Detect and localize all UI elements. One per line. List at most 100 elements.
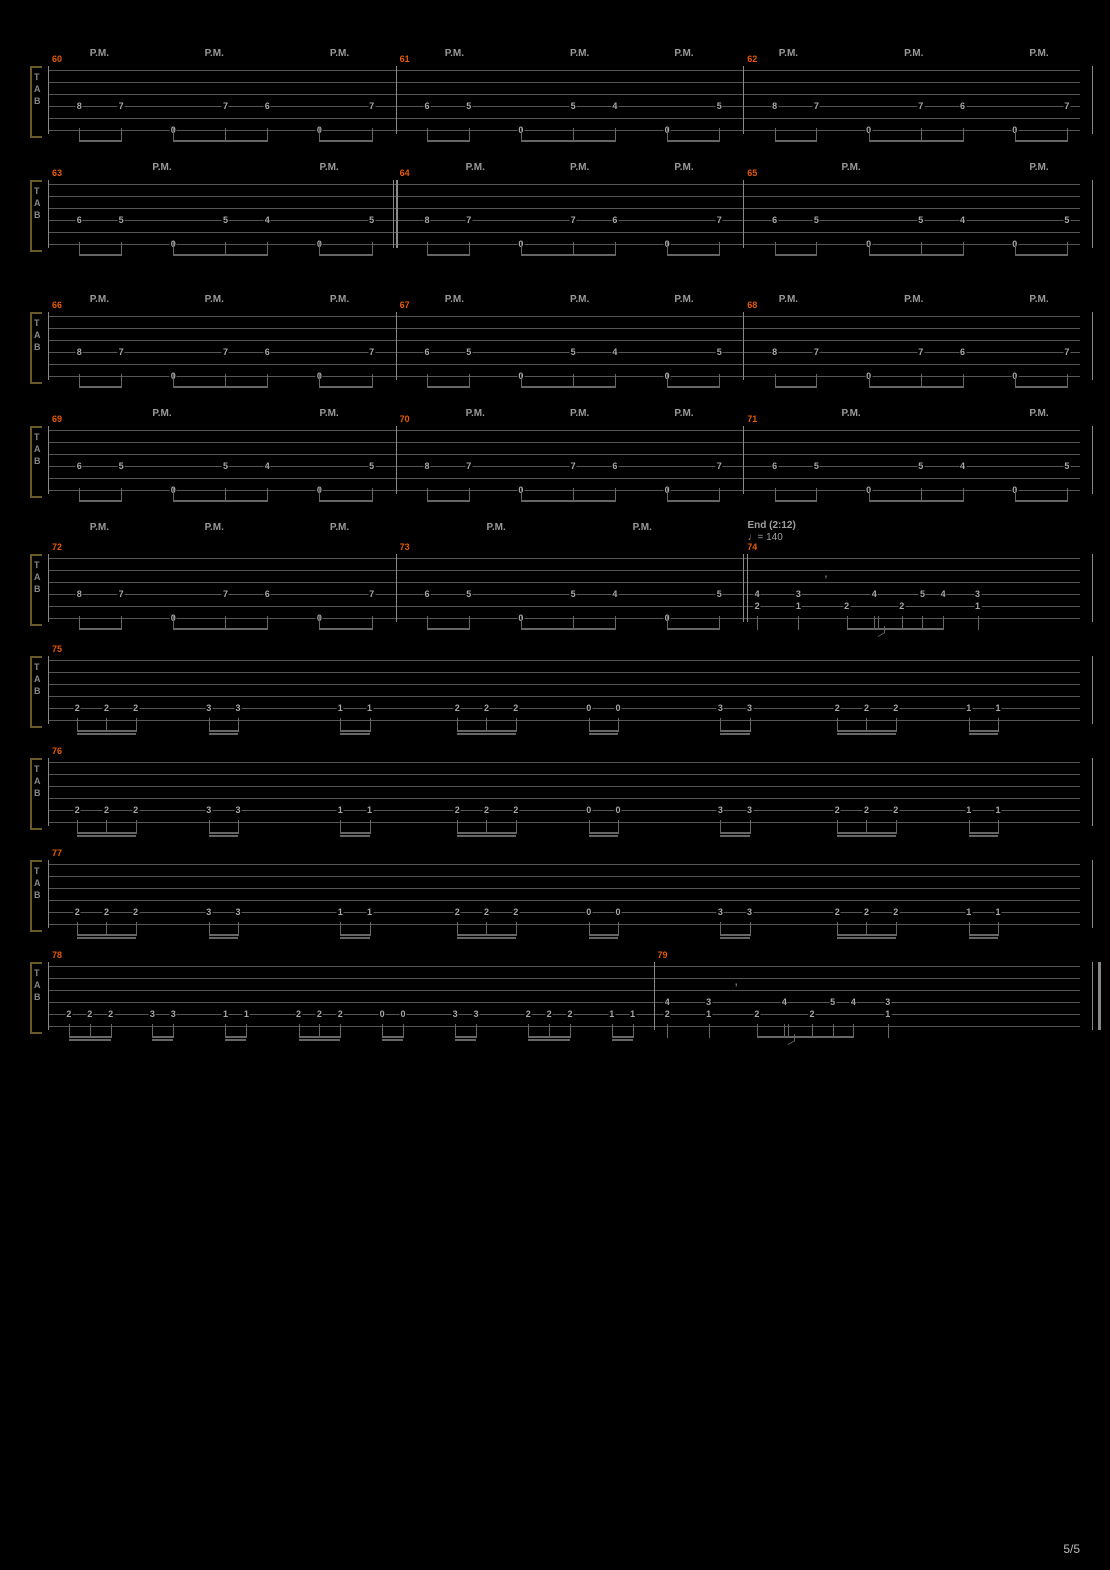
tab-fret: 1 [337,703,344,713]
note-stem [372,488,373,502]
beam [969,937,998,939]
tab-fret: 5 [368,461,375,471]
barline [48,860,49,928]
tab-fret: 7 [1063,347,1070,357]
tab-fret: 8 [771,347,778,357]
beam [209,934,238,936]
tab-fret: 7 [1063,101,1070,111]
note-stem [963,488,964,502]
note-stem [469,242,470,256]
tab-fret: 2 [132,703,139,713]
beam [79,140,121,142]
tab-fret: 1 [884,1009,891,1019]
string-line [48,570,1080,571]
beam [77,730,135,732]
tab-system: P.M.P.M.P.M.P.M.P.M.P.M.P.M.P.M.P.M.TAB6… [30,276,1080,380]
note-stem [570,1024,571,1038]
tab-clef-letter: B [34,992,41,1002]
beam [612,1039,633,1041]
staff: TAB7273748707607650540542312425431’ [30,554,1080,622]
beam [457,733,515,735]
tab-fret: 3 [717,805,724,815]
barline [1092,656,1093,724]
tab-fret: 1 [337,805,344,815]
beam [340,832,369,834]
note-stem [469,488,470,502]
measure-number: 61 [400,54,410,64]
measure-number: 79 [658,950,668,960]
tab-fret: 4 [959,215,966,225]
tab-fret: 5 [917,461,924,471]
tab-fret: 7 [570,215,577,225]
barline [1092,962,1101,1030]
measure-number: 78 [52,950,62,960]
tab-fret: 8 [76,347,83,357]
beam [382,1036,403,1038]
beam [340,835,369,837]
beam [457,832,515,834]
string-line [48,478,1080,479]
palm-mute-label: P.M. [205,294,224,305]
tab-fret: 0 [379,1009,386,1019]
staff: TAB772223311222003322211 [30,860,1080,928]
section-label: End (2:12) [747,520,795,531]
tab-fret: 6 [423,347,430,357]
tab-clef-letter: T [34,318,40,328]
note-stem [121,242,122,256]
palm-mute-label: P.M. [90,294,109,305]
tab-fret: 4 [754,589,761,599]
note-stem [136,922,137,936]
tab-staff: TAB762223311222003322211 [48,758,1080,826]
pm-annotation-row [30,276,1080,290]
note-stem [238,718,239,732]
beam [720,730,749,732]
tab-fret: 7 [118,101,125,111]
tab-fret: 6 [959,101,966,111]
beam [720,934,749,936]
note-stem [111,1024,112,1038]
tab-clef-letter: T [34,764,40,774]
beam [969,832,998,834]
string-line [48,672,1080,673]
palm-mute-label: P.M. [1029,294,1048,305]
barline [396,312,397,380]
tab-fret: 0 [615,805,622,815]
string-line [48,430,1080,431]
string-line [48,364,1080,365]
tab-clef-letter: T [34,968,40,978]
note-stem [896,718,897,732]
string-line [48,900,1080,901]
tab-fret: 2 [863,907,870,917]
tab-fret: 3 [205,907,212,917]
tab-system: P.M.P.M.P.M.P.M.P.M.End (2:12)= 140TAB72… [30,522,1080,622]
string-line [48,118,1080,119]
note-stem [719,128,720,142]
beam [319,386,371,388]
tab-fret: 2 [808,1009,815,1019]
palm-mute-label: P.M. [779,48,798,59]
tab-fret: 1 [965,703,972,713]
beam [869,386,963,388]
note-stem [750,718,751,732]
tab-fret: 2 [512,805,519,815]
note-stem [136,820,137,834]
string-line [48,774,1080,775]
tab-fret: 5 [118,461,125,471]
tab-fret: 7 [222,589,229,599]
string-line [48,786,1080,787]
note-stem [476,1024,477,1038]
staff: TAB666768870760765054058707607 [30,312,1080,380]
beam [869,254,963,256]
tab-fret: 7 [118,347,125,357]
note-stem [238,820,239,834]
beam [869,140,963,142]
tab-fret: 0 [585,907,592,917]
beam [427,254,469,256]
palm-mute-label: P.M. [445,294,464,305]
note-stem [896,820,897,834]
note-stem [896,922,897,936]
tab-fret: 3 [746,805,753,815]
tab-fret: 6 [264,101,271,111]
note-stem [372,616,373,630]
palm-mute-label: P.M. [466,408,485,419]
